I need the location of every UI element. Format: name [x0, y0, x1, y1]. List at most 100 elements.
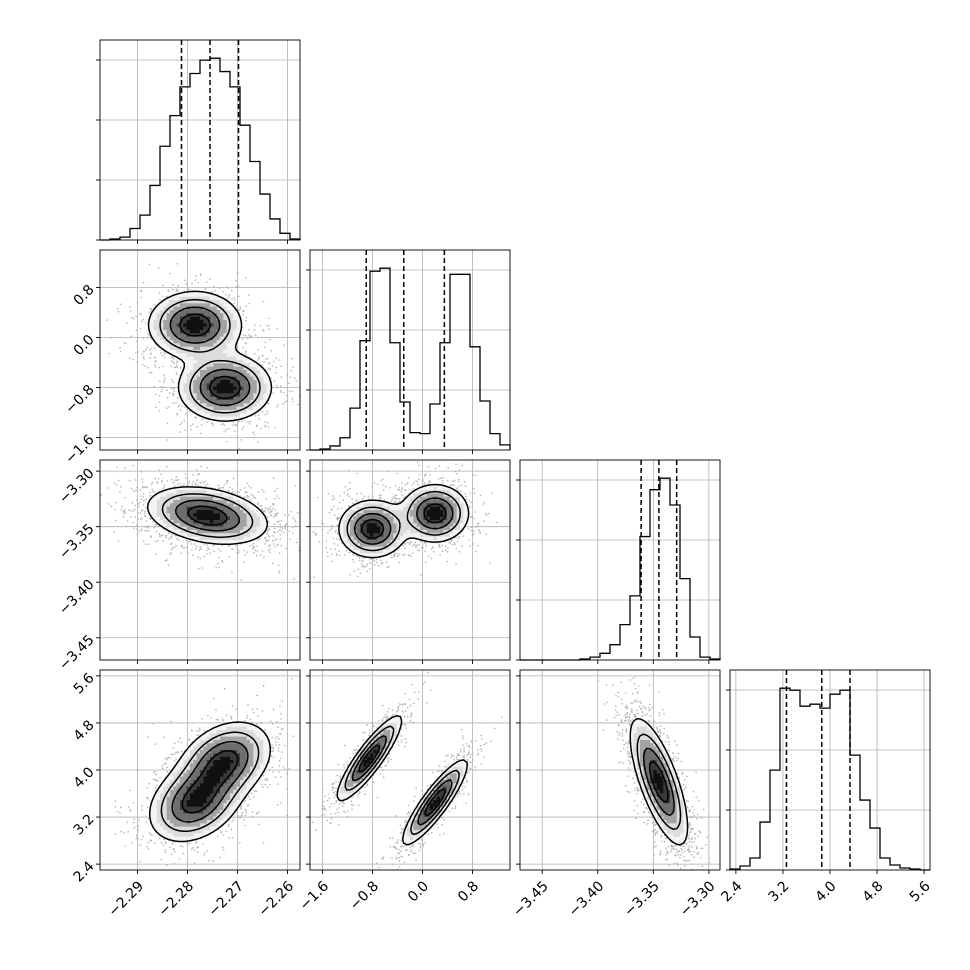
y-tick-label-3-3: 4.8: [71, 717, 98, 744]
density-cell: [223, 726, 228, 731]
density-cell: [233, 360, 238, 364]
density-cell: [233, 796, 238, 801]
density-cell: [200, 796, 204, 801]
density-cell: [453, 773, 458, 778]
density-cell: [236, 723, 241, 728]
density-cell: [223, 350, 228, 354]
density-cell: [460, 503, 464, 508]
density-cell: [186, 783, 191, 788]
density-cell: [196, 293, 201, 298]
density-cell: [420, 823, 424, 828]
density-cell: [253, 730, 258, 734]
density-cell: [253, 390, 258, 394]
density-cell: [243, 723, 248, 728]
histogram-step-3: [729, 687, 930, 871]
density-cell: [350, 763, 354, 768]
density-cell: [246, 743, 251, 748]
density-cell: [166, 796, 171, 801]
density-cell: [256, 770, 261, 774]
density-cell: [203, 743, 208, 748]
density-cell: [680, 800, 684, 804]
density-cell: [233, 506, 238, 511]
density-cell: [200, 773, 204, 778]
density-cell: [246, 723, 251, 728]
density-cell: [246, 373, 251, 378]
density-cell: [640, 776, 644, 781]
density-cell: [176, 293, 181, 298]
density-cell: [220, 540, 224, 544]
density-cell: [426, 500, 431, 504]
density-cell: [236, 740, 241, 744]
density-cell: [676, 803, 681, 808]
density-cell: [156, 800, 161, 804]
density-cell: [660, 803, 664, 808]
density-cell: [656, 750, 661, 754]
density-cell: [220, 360, 224, 364]
density-cell: [233, 513, 238, 518]
density-cell: [220, 376, 224, 381]
density-cell: [653, 770, 658, 774]
density-cell: [343, 790, 348, 794]
density-cell: [203, 386, 208, 391]
density-cell: [346, 790, 351, 794]
density-cell: [203, 410, 208, 414]
density-cell: [193, 326, 198, 331]
density-cell: [666, 823, 671, 828]
density-cell: [223, 530, 228, 534]
density-cell: [210, 340, 214, 344]
density-cell: [180, 293, 184, 298]
density-cell: [640, 756, 644, 761]
density-cell: [210, 386, 214, 391]
density-cell: [353, 780, 358, 784]
density-cell: [226, 810, 231, 814]
density-cell: [416, 520, 421, 524]
density-cell: [416, 503, 421, 508]
density-cell: [366, 506, 371, 511]
density-cell: [356, 530, 361, 534]
x-tick-label-3-0: 2.4: [718, 878, 745, 905]
density-cell: [443, 496, 448, 501]
density-cell: [170, 343, 174, 348]
density-cell: [236, 366, 241, 371]
density-cell: [350, 530, 354, 534]
density-cell: [156, 316, 161, 321]
density-cell: [196, 763, 201, 768]
density-cell: [243, 380, 248, 384]
density-cell: [206, 370, 211, 374]
density-cell: [180, 523, 184, 528]
density-cell: [360, 533, 364, 538]
density-cell: [420, 800, 424, 804]
density-cell: [220, 336, 224, 341]
density-cell: [416, 826, 421, 831]
density-cell: [670, 806, 674, 811]
density-cell: [390, 503, 394, 508]
density-cell: [206, 380, 211, 384]
density-cell: [240, 530, 244, 534]
density-cell: [220, 726, 224, 731]
density-cell: [446, 770, 451, 774]
density-cell: [453, 500, 458, 504]
density-cell: [256, 533, 261, 538]
density-cell: [440, 516, 444, 521]
density-cell: [400, 530, 404, 534]
density-cell: [250, 390, 254, 394]
density-cell: [230, 396, 234, 401]
density-cell: [430, 806, 434, 811]
density-cell: [383, 536, 388, 541]
density-cell: [670, 813, 674, 818]
density-cell: [240, 503, 244, 508]
density-cell: [253, 510, 258, 514]
density-cell: [173, 526, 178, 531]
density-cell: [440, 776, 444, 781]
density-cell: [253, 533, 258, 538]
density-cell: [340, 783, 344, 788]
density-cell: [240, 723, 244, 728]
density-cell: [260, 750, 264, 754]
density-cell: [233, 400, 238, 404]
density-cell: [376, 540, 381, 544]
density-cell: [160, 323, 164, 328]
density-cell: [220, 756, 224, 761]
density-cell: [156, 513, 161, 518]
density-cell: [380, 510, 384, 514]
density-cell: [170, 520, 174, 524]
